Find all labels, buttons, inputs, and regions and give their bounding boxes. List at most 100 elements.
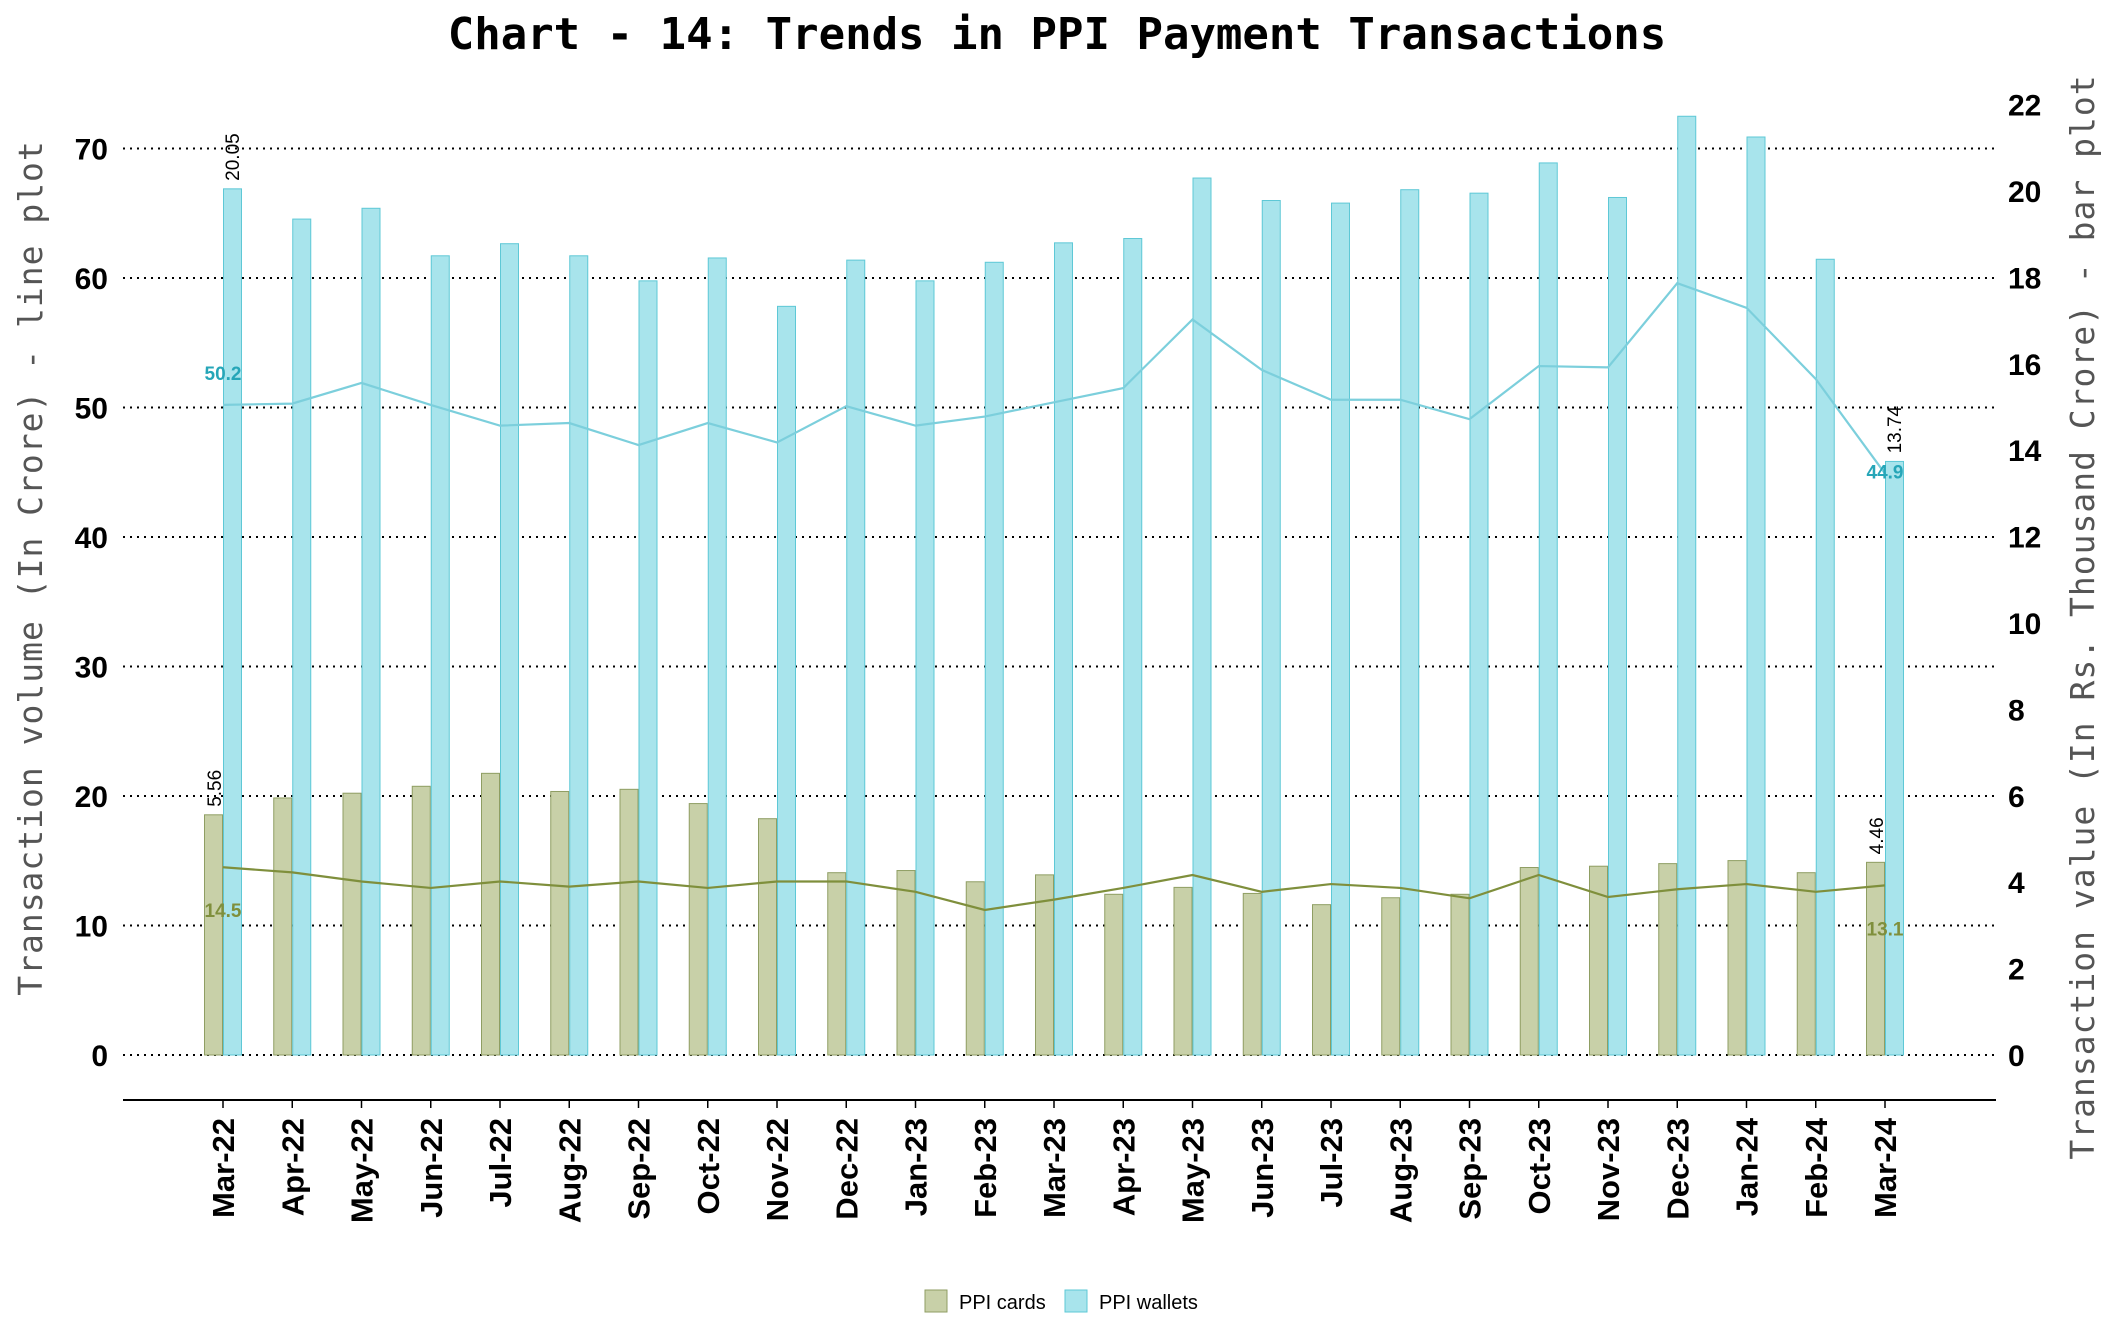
bar-ppi-wallets [1192,177,1212,1056]
bar-ppi-wallets [915,280,935,1056]
bar-ppi-wallets [846,259,866,1056]
x-tick-label: Mar-23 [1037,1118,1072,1218]
legend-label-ppi-cards: PPI cards [959,1292,1046,1314]
bar-ppi-cards [411,785,431,1056]
bar-ppi-wallets [1123,238,1143,1056]
line-ppi-cards [222,866,1886,912]
y-left-tick-label: 20 [75,781,108,814]
x-tick-label: Oct-23 [1522,1118,1557,1214]
bar-ppi-wallets [1054,242,1073,1056]
x-tick-label: Jul-22 [483,1118,518,1208]
x-tick-label: Jun-22 [414,1118,449,1218]
bar-ppi-cards [1173,886,1193,1056]
chart-title: Chart - 14: Trends in PPI Payment Transa… [448,9,1667,60]
line-value-label: 13.1 [1867,919,1904,940]
bar-value-label: 5.56 [205,770,226,807]
bar-ppi-cards [550,790,570,1056]
y-right-tick-label: 6 [2008,781,2025,814]
y-right-axis-label: Transaction value (In Rs. Thousand Crore… [2063,74,2102,1159]
y-right-tick-label: 2 [2008,954,2025,987]
y-left-tick-label: 10 [75,911,108,944]
bar-ppi-wallets [1331,202,1350,1056]
y-right-tick-label: 0 [2008,1040,2025,1073]
y-right-tick-label: 20 [2008,176,2041,209]
bar-ppi-cards [1519,867,1539,1056]
bar-ppi-wallets [1538,162,1558,1056]
x-tick-label: Dec-22 [829,1118,864,1220]
bar-ppi-cards [204,814,223,1056]
x-tick-label: Oct-22 [691,1118,726,1214]
bar-ppi-cards [1727,860,1747,1056]
bar-ppi-wallets [984,261,1004,1056]
y-left-tick-label: 60 [75,263,108,296]
x-tick-label: Apr-23 [1106,1118,1141,1216]
y-right-tick-label: 14 [2008,435,2042,468]
y-right-tick-label: 22 [2008,90,2041,123]
bar-ppi-wallets [1608,196,1627,1056]
y-left-tick-label: 70 [75,134,108,167]
bar-ppi-wallets [1677,115,1697,1056]
bar-ppi-wallets [569,255,589,1056]
x-tick-label: Feb-24 [1799,1117,1834,1218]
bar-ppi-wallets [1261,200,1281,1056]
x-tick-label: Nov-23 [1591,1118,1626,1221]
bar-ppi-wallets [430,255,450,1056]
x-tick-label: Jul-23 [1314,1118,1349,1208]
x-tick-label: Feb-23 [968,1118,1003,1218]
y-left-ticks: 0 10 20 30 40 50 60 70 [75,134,108,1074]
bar-ppi-wallets [707,257,727,1056]
x-tick-label: May-23 [1176,1118,1211,1223]
x-tick-label: Sep-22 [622,1118,657,1220]
x-tick-label: Mar-22 [206,1118,241,1218]
y-left-tick-label: 40 [75,522,108,555]
bar-ppi-wallets [500,243,519,1056]
bars [204,115,1904,1056]
bar-value-label: 13.74 [1885,405,1906,453]
y-right-tick-label: 16 [2008,349,2041,382]
bar-ppi-cards [1866,861,1885,1056]
bar-ppi-wallets [223,188,242,1056]
legend: PPI cards PPI wallets [924,1289,1198,1314]
bar-ppi-wallets [638,280,658,1056]
bar-ppi-cards [1796,872,1816,1056]
bar-ppi-cards [1104,893,1124,1056]
bar-ppi-cards [1450,893,1470,1056]
y-right-tick-label: 8 [2008,694,2025,727]
bar-ppi-cards [619,788,639,1056]
x-tick-label: Mar-24 [1868,1117,1903,1218]
bar-ppi-wallets [1885,460,1904,1056]
data-labels: 5.56 4.46 20.05 13.74 14.5 13.1 50.2 44.9 [205,133,1906,940]
x-tick-label: Jun-23 [1245,1118,1280,1218]
bar-ppi-cards [688,803,708,1056]
y-right-ticks: 0 2 4 6 8 10 12 14 16 18 20 22 [2008,90,2042,1073]
bar-ppi-cards [1242,892,1262,1056]
x-tick-label: May-22 [345,1118,380,1223]
y-right-tick-label: 18 [2008,262,2041,295]
bar-ppi-wallets [292,218,312,1056]
bar-ppi-cards [342,792,362,1056]
x-tick-label: Sep-23 [1453,1118,1488,1220]
bar-ppi-cards [273,797,293,1056]
x-tick-label: Dec-23 [1660,1118,1695,1220]
bar-ppi-wallets [361,207,381,1056]
bar-ppi-wallets [1469,192,1489,1056]
y-left-tick-label: 50 [75,393,108,426]
legend-swatch-ppi-wallets [1064,1289,1088,1313]
bar-ppi-cards [1658,863,1678,1056]
line-ppi-wallets [222,281,1886,475]
y-right-tick-label: 4 [2008,867,2025,900]
bar-ppi-cards [827,872,847,1056]
x-tick-label: Aug-23 [1383,1118,1418,1223]
bar-ppi-cards [1589,865,1608,1056]
legend-swatch-ppi-cards [924,1289,948,1313]
x-ticks: Mar-22 Apr-22 May-22 Jun-22 Jul-22 Aug-22 Sep-… [206,1100,1903,1223]
bar-ppi-cards [896,870,916,1056]
y-left-tick-label: 0 [91,1040,108,1073]
bar-ppi-cards [1035,874,1054,1056]
line-value-label: 44.9 [1867,463,1904,484]
legend-label-ppi-wallets: PPI wallets [1099,1292,1198,1314]
bar-value-label: 4.46 [1867,817,1888,854]
y-right-tick-label: 10 [2008,608,2041,641]
bar-ppi-cards [758,818,777,1056]
x-tick-label: Jan-23 [899,1118,934,1216]
